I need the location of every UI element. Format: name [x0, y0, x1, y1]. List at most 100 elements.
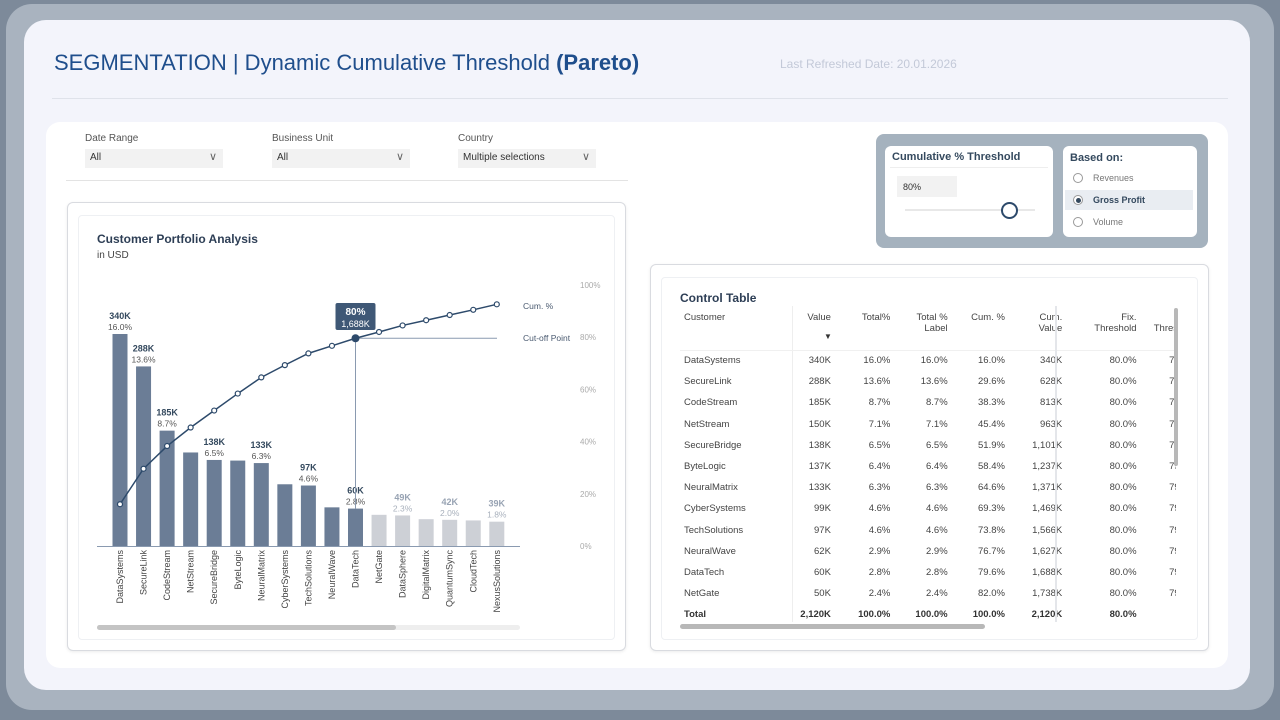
threshold-slider-thumb[interactable] — [1001, 202, 1018, 219]
cutoff-tooltip-pct: 80% — [345, 307, 365, 318]
chart-scrollbar-thumb[interactable] — [97, 625, 396, 630]
header-line: Cum. % — [971, 312, 1005, 323]
radio-revenues[interactable]: Revenues — [1065, 168, 1193, 188]
header-line: Total% — [861, 312, 891, 323]
radio-gross-profit[interactable]: Gross Profit — [1065, 190, 1193, 210]
table-row[interactable]: DataTech 60K 2.8% 2.8% 79.6% 1,688K 80.0% 79.6% — [680, 561, 1176, 584]
table-cell: NetGate — [684, 588, 720, 600]
bar-netgate — [371, 514, 387, 546]
table-cell: 79.6% — [1169, 545, 1176, 557]
country-dropdown[interactable]: Multiple selections ∨ — [458, 149, 596, 168]
column-header[interactable]: Cum. % — [951, 306, 1009, 351]
chevron-down-icon: ∨ — [581, 151, 590, 163]
based-on-title: Based on: — [1070, 152, 1124, 164]
x-axis-label: CloudTech — [468, 550, 478, 593]
table-cell: 80.0% — [1109, 461, 1137, 473]
table-row[interactable]: SecureBridge 138K 6.5% 6.5% 51.9% 1,101K 80.0%… — [680, 434, 1176, 456]
radio-label: Volume — [1093, 217, 1124, 227]
table-cell: 13.6% — [920, 376, 948, 388]
bar-netstream — [183, 452, 199, 546]
table-row[interactable]: NetStream 150K 7.1% 7.1% 45.4% 963K 80.0% 79.6% — [680, 413, 1176, 435]
threshold-input[interactable]: 80% — [897, 176, 957, 197]
x-axis-label: TechSolutions — [303, 550, 313, 607]
date-range-dropdown[interactable]: All ∨ — [85, 149, 223, 168]
bar-percent-label: 13.6% — [131, 354, 156, 364]
table-cell: DataSystems — [684, 355, 741, 367]
cumulative-point — [187, 424, 194, 431]
based-on-card: Based on: Revenues Gross Profit Volume — [1063, 146, 1197, 237]
table-cell: 51.9% — [978, 439, 1005, 451]
threshold-slider-track[interactable] — [905, 209, 1035, 211]
header-line: Cum. — [1039, 312, 1063, 323]
header-line: Total % — [916, 312, 948, 323]
column-header[interactable]: Total% — [834, 306, 895, 351]
cumulative-point — [375, 328, 383, 336]
table-row[interactable]: NeuralWave 62K 2.9% 2.9% 76.7% 1,627K 80.0% 79.… — [680, 540, 1176, 562]
last-refreshed: Last Refreshed Date: 20.01.2026 — [780, 57, 957, 71]
table-cell: 2.9% — [868, 545, 891, 557]
total-cell: 100.0% — [915, 609, 948, 621]
x-axis-label: NeuralWave — [327, 550, 337, 599]
column-header[interactable]: Value ▼ — [791, 306, 835, 351]
table-cell: CyberSystems — [684, 503, 746, 515]
header-line: Customer — [684, 312, 726, 323]
column-header[interactable]: Calc.Threshold — [1140, 306, 1176, 351]
table-cell: 64.6% — [978, 482, 1005, 494]
table-row[interactable]: NeuralMatrix 133K 6.3% 6.3% 64.6% 1,371K 80.0%… — [680, 477, 1176, 499]
table-inner — [661, 277, 1198, 640]
dropdown-value: Multiple selections — [463, 152, 545, 163]
table-cell: 99K — [791, 498, 835, 520]
cumulative-point — [281, 362, 288, 369]
title-bold: (Pareto) — [556, 50, 640, 75]
radio-label: Revenues — [1093, 173, 1134, 183]
table-cell: 38.3% — [978, 397, 1005, 409]
bar-percent-label: 8.7% — [157, 419, 177, 429]
bar-value-label: 133K — [251, 440, 273, 450]
bar-techsolutions — [300, 485, 316, 546]
table-cell: 6.5% — [868, 439, 891, 451]
table-cell: 813K — [1040, 397, 1063, 409]
column-header[interactable]: Customer — [680, 306, 793, 351]
table-row[interactable]: SecureLink 288K 13.6% 13.6% 29.6% 628K 80.0% 79… — [680, 371, 1176, 393]
table-row[interactable]: TechSolutions 97K 4.6% 4.6% 73.8% 1,566K 80.0%… — [680, 519, 1176, 541]
table-cell: SecureLink — [684, 376, 732, 388]
table-cell: 79.6% — [1169, 503, 1176, 515]
chevron-down-icon: ∨ — [395, 151, 404, 163]
table-cell: 73.8% — [978, 524, 1005, 536]
table-cell: 80.0% — [1109, 355, 1137, 367]
cumulative-point — [234, 390, 241, 397]
table-row[interactable]: NetGate 50K 2.4% 2.4% 82.0% 1,738K 80.0% 79.6% — [680, 583, 1176, 605]
table-cell: 79.6% — [1169, 482, 1176, 494]
x-axis-label: DigitalMatrix — [421, 550, 431, 600]
table-cell: NetStream — [684, 418, 730, 430]
table-cell: 2.9% — [925, 545, 948, 557]
y-axis-tick-label: 80% — [580, 333, 596, 342]
table-horizontal-scrollbar[interactable] — [680, 624, 985, 629]
cumulative-point — [328, 342, 336, 349]
table-cell: 80.0% — [1109, 397, 1137, 409]
column-header[interactable]: Total % Label — [894, 306, 952, 351]
column-header[interactable]: Fix. Threshold — [1066, 306, 1141, 351]
table-row[interactable]: CyberSystems 99K 4.6% 4.6% 69.3% 1,469K 80.0% 7… — [680, 498, 1176, 520]
bar-value-label: 340K — [109, 311, 131, 321]
bar-datasystems — [112, 334, 128, 546]
table-row[interactable]: ByteLogic 137K 6.4% 6.4% 58.4% 1,237K 80.0% 79.… — [680, 455, 1176, 478]
radio-volume[interactable]: Volume — [1065, 212, 1193, 232]
bar-percent-label: 2.0% — [440, 508, 460, 518]
business-unit-dropdown[interactable]: All ∨ — [272, 149, 410, 168]
bar-datasphere — [395, 515, 411, 546]
x-axis-label: DataSystems — [115, 550, 125, 604]
table-row[interactable]: DataSystems 340K 16.0% 16.0% 16.0% 340K 80.0% 7… — [680, 350, 1176, 372]
table-row[interactable]: CodeStream 185K 8.7% 8.7% 38.3% 813K 80.0% 79.6… — [680, 392, 1176, 414]
page-title: SEGMENTATION | Dynamic Cumulative Thresh… — [54, 50, 639, 76]
x-axis-label: NetStream — [186, 550, 196, 593]
cumulative-point — [258, 374, 265, 381]
bar-percent-label: 1.8% — [487, 510, 507, 520]
table-cell: 1,627K — [1032, 545, 1063, 557]
table-vertical-scrollbar[interactable] — [1174, 308, 1178, 466]
column-header[interactable]: Cum. Value — [1008, 306, 1067, 351]
table-cell: 79.6% — [1169, 461, 1176, 473]
table-cell: DataTech — [684, 566, 725, 578]
filter-label: Country — [458, 133, 494, 144]
